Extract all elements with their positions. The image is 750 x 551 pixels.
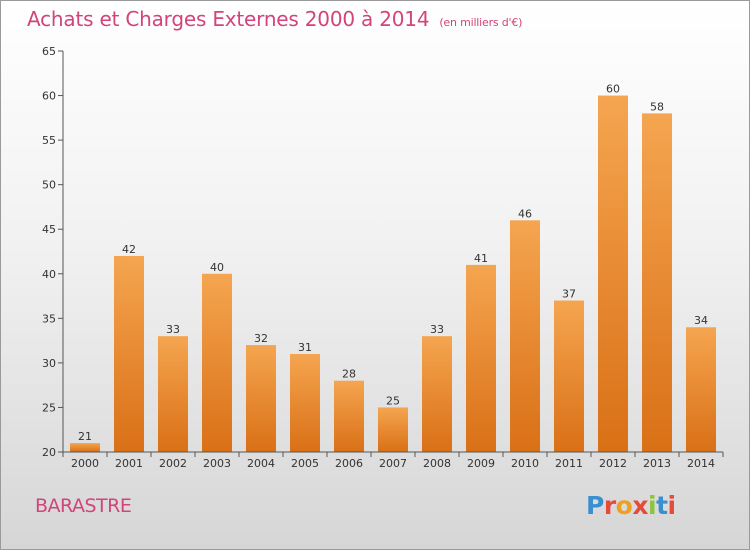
- bar-2011: [554, 300, 584, 452]
- bar-2012: [598, 95, 628, 453]
- y-tick-label-30: 30: [42, 357, 56, 370]
- data-label-2010: 46: [518, 207, 532, 220]
- bar-2001: [114, 255, 144, 452]
- data-label-2009: 41: [474, 252, 488, 265]
- data-label-2013: 58: [650, 100, 664, 113]
- bar-2008: [422, 336, 452, 452]
- bar-2006: [334, 380, 364, 452]
- bar-2002: [158, 336, 188, 452]
- y-tick-label-65: 65: [42, 45, 56, 58]
- x-tick-label-2002: 2002: [159, 457, 187, 470]
- commune-name: BARASTRE: [35, 495, 132, 517]
- x-tick-label-2008: 2008: [423, 457, 451, 470]
- y-tick-label-60: 60: [42, 90, 56, 103]
- data-label-2006: 28: [342, 368, 356, 381]
- x-tick-label-2000: 2000: [71, 457, 99, 470]
- logo-letter: i: [667, 491, 677, 520]
- y-tick-label-25: 25: [42, 401, 56, 414]
- chart-title: Achats et Charges Externes 2000 à 2014 (e…: [27, 7, 522, 31]
- data-label-2014: 34: [694, 314, 708, 327]
- logo-letter: o: [615, 491, 633, 520]
- x-tick-label-2009: 2009: [467, 457, 495, 470]
- x-tick-label-2003: 2003: [203, 457, 231, 470]
- bar-2010: [510, 220, 540, 452]
- data-label-2005: 31: [298, 341, 312, 354]
- x-tick-label-2007: 2007: [379, 457, 407, 470]
- x-tick-label-2010: 2010: [511, 457, 539, 470]
- data-label-2007: 25: [386, 394, 400, 407]
- data-label-2011: 37: [562, 288, 576, 301]
- y-tick-label-45: 45: [42, 223, 56, 236]
- x-tick-label-2001: 2001: [115, 457, 143, 470]
- data-label-2000: 21: [78, 430, 92, 443]
- data-label-2008: 33: [430, 323, 444, 336]
- data-label-2004: 32: [254, 332, 268, 345]
- data-label-2003: 40: [210, 261, 224, 274]
- bar-2014: [686, 327, 716, 452]
- proxiti-logo: Proxiti: [586, 491, 676, 520]
- y-tick-label-40: 40: [42, 268, 56, 281]
- axes-group: 2000 2001 2002 2003 2004 2005 2006 2007 2008 2009…: [42, 45, 724, 470]
- data-label-2001: 42: [122, 243, 136, 256]
- y-tick-label-35: 35: [42, 312, 56, 325]
- x-tick-label-2014: 2014: [687, 457, 715, 470]
- y-tick-label-55: 55: [42, 134, 56, 147]
- logo-letter: r: [603, 491, 616, 520]
- chart-unit: (en milliers d'€): [439, 16, 523, 29]
- logo-letter: t: [656, 491, 668, 520]
- bar-2013: [642, 113, 672, 452]
- bars-group: 21 42 33 40 32 31 28 25 33 41 46 37 60 58 34: [70, 83, 716, 453]
- x-tick-label-2011: 2011: [555, 457, 583, 470]
- data-label-2012: 60: [606, 83, 620, 96]
- x-tick-label-2005: 2005: [291, 457, 319, 470]
- y-tick-label-50: 50: [42, 179, 56, 192]
- x-tick-label-2013: 2013: [643, 457, 671, 470]
- data-label-2002: 33: [166, 323, 180, 336]
- x-tick-label-2006: 2006: [335, 457, 363, 470]
- bar-2004: [246, 345, 276, 452]
- logo-letter: i: [648, 491, 657, 520]
- chart-title-text: Achats et Charges Externes 2000 à 2014: [27, 7, 430, 31]
- y-tick-label-20: 20: [42, 446, 56, 459]
- logo-letter: x: [632, 491, 648, 520]
- x-tick-label-2004: 2004: [247, 457, 275, 470]
- bar-2009: [466, 264, 496, 452]
- x-tick-label-2012: 2012: [599, 457, 627, 470]
- bar-2003: [202, 273, 232, 452]
- bar-2000: [70, 443, 100, 452]
- logo-letter: P: [586, 491, 604, 520]
- bar-2007: [378, 407, 408, 452]
- bar-2005: [290, 353, 320, 452]
